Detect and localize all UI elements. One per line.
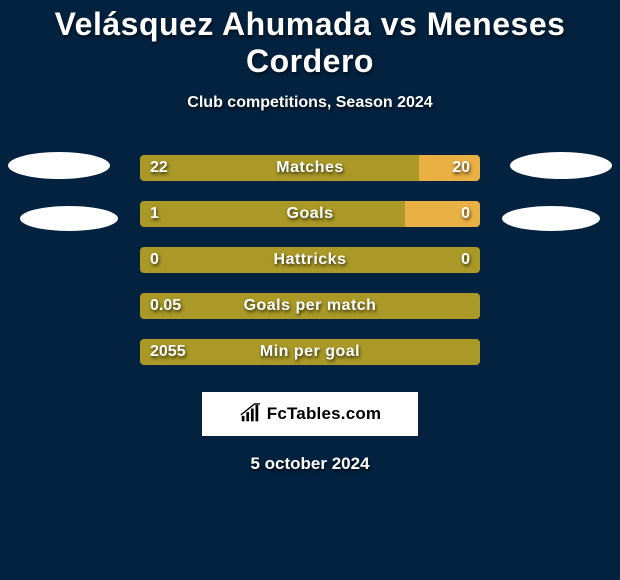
stat-row: Matches2220 — [0, 152, 620, 198]
bar-track — [140, 247, 480, 273]
player-ellipse — [20, 206, 118, 231]
bar-fill-left — [140, 293, 480, 319]
date-label: 5 october 2024 — [0, 454, 620, 474]
bar-fill-right — [419, 155, 480, 181]
bar-track — [140, 339, 480, 365]
player-ellipse — [502, 206, 600, 231]
brand-label: FcTables.com — [267, 404, 382, 424]
bar-fill-left — [140, 339, 480, 365]
stat-row: Goals10 — [0, 198, 620, 244]
brand-box[interactable]: FcTables.com — [202, 392, 418, 436]
player-ellipse — [8, 152, 110, 179]
stats-chart: Matches2220Goals10Hattricks00Goals per m… — [0, 152, 620, 382]
page-subtitle: Club competitions, Season 2024 — [0, 94, 620, 112]
page-title: Velásquez Ahumada vs Meneses Cordero — [0, 0, 620, 80]
stat-row: Goals per match0.05 — [0, 290, 620, 336]
bar-track — [140, 155, 480, 181]
stat-row: Min per goal2055 — [0, 336, 620, 382]
bar-chart-icon — [239, 403, 261, 425]
bar-fill-right — [405, 201, 480, 227]
bar-fill-left — [140, 247, 480, 273]
stat-row: Hattricks00 — [0, 244, 620, 290]
bar-track — [140, 293, 480, 319]
bar-fill-left — [140, 155, 419, 181]
bar-fill-left — [140, 201, 405, 227]
player-ellipse — [510, 152, 612, 179]
bar-track — [140, 201, 480, 227]
